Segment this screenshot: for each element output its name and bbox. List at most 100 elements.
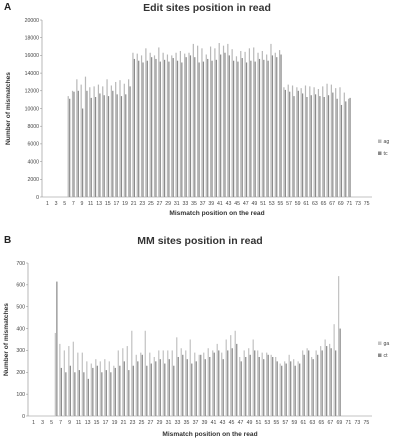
bar-ga (338, 276, 340, 416)
bar-ag (71, 90, 74, 197)
bar-tc (289, 91, 291, 197)
bar-ga (180, 348, 182, 416)
y-tick-label: 4000 (27, 159, 39, 165)
bar-ct (272, 356, 274, 416)
bar-tc (125, 94, 127, 197)
bar-tc (211, 60, 213, 198)
bar-ga (302, 350, 304, 416)
x-tick-label: 1 (32, 420, 35, 426)
bar-ga (81, 352, 83, 416)
bar-tc (327, 95, 330, 197)
x-tick-label: 37 (193, 420, 199, 426)
x-tick-label: 51 (256, 420, 262, 426)
bar-tc (293, 96, 295, 197)
bar-ag (153, 55, 156, 198)
x-tick-label: 73 (354, 420, 360, 426)
x-tick-label: 53 (269, 201, 275, 207)
bar-ag (162, 52, 164, 198)
x-tick-label: 65 (321, 201, 327, 207)
y-tick-label: 200 (16, 370, 25, 376)
bar-ct (236, 343, 238, 416)
bar-ag (248, 48, 251, 197)
bar-ga (212, 350, 214, 416)
bar-ct (119, 365, 121, 416)
bar-ga (113, 365, 115, 416)
x-tick-label: 67 (328, 420, 334, 426)
bar-ag (266, 54, 268, 197)
bar-ct (83, 372, 85, 416)
x-tick-label: 63 (312, 201, 318, 207)
bar-tc (332, 92, 334, 197)
bar-ag (235, 56, 238, 197)
bar-tc (129, 86, 131, 197)
bar-tc (172, 58, 174, 198)
bar-ga (320, 346, 322, 416)
bar-ag (184, 53, 186, 197)
y-tick-label: 600 (16, 283, 25, 289)
bar-tc (280, 54, 282, 197)
bar-ag (166, 54, 169, 197)
x-tick-label: 35 (184, 420, 190, 426)
bar-ag (171, 55, 173, 198)
bar-ct (249, 354, 251, 416)
y-tick-label: 10000 (25, 106, 40, 112)
bar-ct (177, 356, 179, 416)
bar-ag (128, 79, 130, 197)
bar-ct (60, 367, 62, 416)
bar-ct (191, 363, 193, 416)
bar-ct (150, 363, 152, 416)
bar-ga (257, 350, 259, 416)
bar-ct (245, 356, 247, 416)
bar-ct (299, 363, 301, 416)
y-tick-label: 500 (16, 305, 25, 311)
bar-tc (163, 59, 166, 198)
bar-ct (222, 359, 224, 416)
bar-ga (162, 350, 164, 416)
x-tick-label: 13 (96, 201, 102, 207)
bar-ct (308, 350, 310, 416)
x-tick-label: 9 (68, 420, 71, 426)
bar-tc (297, 90, 299, 197)
bar-ga (275, 356, 277, 416)
bar-ct (317, 354, 319, 416)
bar-tc (189, 55, 192, 198)
bar-ag (132, 52, 134, 198)
x-tick-label: 21 (121, 420, 127, 426)
x-tick-label: 31 (166, 420, 172, 426)
bar-ct (204, 359, 206, 416)
bar-tc (194, 57, 196, 197)
bar-ct (69, 365, 71, 416)
y-tick-label: 12000 (25, 89, 40, 95)
bar-tc (181, 62, 183, 198)
bar-ga (207, 348, 209, 416)
bar-ct (335, 350, 337, 416)
bar-ag (205, 54, 207, 197)
x-tick-label: 75 (363, 420, 369, 426)
bar-tc (198, 62, 200, 198)
bar-ga (167, 350, 169, 416)
bar-ga (122, 348, 124, 416)
legend-swatch-ct (378, 353, 382, 357)
bar-tc (168, 61, 170, 197)
chart-panel-a: A Edit sites position in read 0 2000 4000 600… (4, 2, 389, 217)
x-tick-label: 49 (247, 420, 253, 426)
bar-ag (330, 84, 332, 197)
bar-ga (95, 359, 97, 416)
bar-tc (302, 93, 304, 197)
bar-ga (144, 330, 146, 416)
x-tick-label: 3 (41, 420, 44, 426)
bar-ct (114, 367, 116, 416)
x-tick-label: 35 (191, 201, 197, 207)
x-tick-label: 57 (283, 420, 289, 426)
bar-ag (84, 76, 87, 197)
bar-ct (74, 372, 76, 416)
bar-ga (266, 352, 268, 416)
bar-ag (106, 79, 108, 197)
x-tick-label: 69 (338, 201, 344, 207)
bar-ct (141, 354, 143, 416)
bar-ct (227, 350, 229, 416)
bar-ga (108, 361, 110, 416)
bar-tc (94, 96, 97, 197)
bar-ct (200, 354, 202, 416)
bar-ga (315, 350, 317, 416)
